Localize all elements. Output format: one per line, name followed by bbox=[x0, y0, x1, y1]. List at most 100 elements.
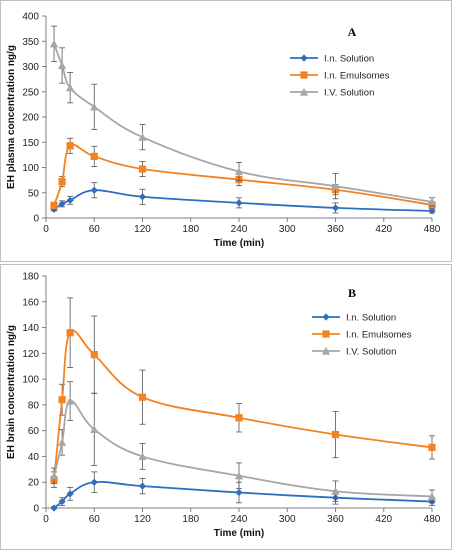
data-point bbox=[58, 200, 66, 208]
x-tick-label: 180 bbox=[182, 514, 199, 525]
data-point bbox=[428, 443, 436, 452]
y-tick-label: 300 bbox=[22, 62, 39, 73]
panel-label: A bbox=[348, 25, 357, 39]
plasma-chart: 0 60 120 180 240 300 360 420 480 0 50 100 150 200 250 3… bbox=[0, 0, 452, 262]
data-point bbox=[58, 396, 66, 404]
chart-frame bbox=[0, 0, 452, 262]
data-point bbox=[90, 351, 98, 359]
x-tick-label: 300 bbox=[279, 514, 296, 525]
data-point bbox=[57, 438, 67, 446]
x-tick-label: 420 bbox=[375, 514, 392, 525]
legend-label: I.V. Solution bbox=[324, 88, 374, 99]
chart-frame bbox=[0, 264, 452, 550]
data-point bbox=[49, 471, 59, 480]
y-axis-title: EH brain concentration ng/g bbox=[6, 325, 17, 459]
x-tick-label: 360 bbox=[327, 224, 344, 235]
data-point bbox=[66, 196, 74, 204]
data-point bbox=[138, 133, 147, 141]
data-point bbox=[138, 193, 147, 201]
y-tick-label: 120 bbox=[22, 349, 39, 360]
y-tick-label: 0 bbox=[33, 504, 39, 515]
x-tick-label: 360 bbox=[327, 514, 344, 525]
series-1 bbox=[50, 182, 436, 215]
series-line bbox=[53, 43, 433, 203]
x-tick-label: 240 bbox=[231, 224, 248, 235]
data-point bbox=[90, 102, 99, 111]
brain-chart: 0 60 120 180 240 300 360 420 480 0 20 40 60 80 100 120 1… bbox=[0, 264, 452, 550]
data-point bbox=[234, 471, 244, 480]
y-tick-label: 80 bbox=[28, 400, 40, 411]
data-point bbox=[90, 425, 99, 433]
x-tick-label: 240 bbox=[231, 514, 248, 525]
data-point bbox=[235, 488, 243, 497]
y-tick-label: 20 bbox=[28, 478, 40, 489]
y-tick-label: 150 bbox=[22, 138, 39, 149]
y-tick-label: 350 bbox=[22, 37, 39, 48]
chart-panel-a: 0 60 120 180 240 300 360 420 480 0 50 100 150 200 250 3… bbox=[0, 0, 452, 262]
x-tick-label: 480 bbox=[424, 224, 441, 235]
x-tick-label: 120 bbox=[134, 224, 151, 235]
x-tick-label: 60 bbox=[89, 224, 101, 235]
data-point bbox=[235, 199, 243, 207]
data-point bbox=[49, 39, 59, 48]
legend-entry-1: I.n. Solution bbox=[290, 54, 374, 65]
data-point bbox=[58, 178, 66, 186]
data-point bbox=[50, 201, 58, 209]
data-point bbox=[427, 197, 437, 206]
series-3 bbox=[49, 25, 437, 207]
x-axis-title: Time (min) bbox=[214, 238, 264, 249]
legend-entry-3: I.V. Solution bbox=[290, 88, 374, 99]
x-tick-label: 0 bbox=[43, 514, 49, 525]
data-point bbox=[234, 167, 244, 176]
x-tick-label: 120 bbox=[134, 514, 151, 525]
y-tick-label: 160 bbox=[22, 297, 39, 308]
data-point bbox=[322, 313, 330, 321]
series-1 bbox=[50, 471, 436, 512]
legend-entry-2: I.n. Emulsomes bbox=[290, 71, 390, 82]
x-tick-label: 60 bbox=[89, 514, 101, 525]
x-tick-label: 180 bbox=[182, 224, 199, 235]
legend-label: I.n. Solution bbox=[346, 313, 396, 324]
y-tick-label: 40 bbox=[28, 452, 40, 463]
x-tick-label: 0 bbox=[43, 224, 49, 235]
data-point bbox=[331, 182, 340, 190]
legend-entry-1: I.n. Solution bbox=[312, 313, 396, 324]
data-point bbox=[90, 186, 98, 194]
y-tick-label: 180 bbox=[22, 272, 39, 283]
y-tick-label: 100 bbox=[22, 163, 39, 174]
data-point bbox=[138, 452, 147, 461]
data-point bbox=[300, 54, 308, 62]
data-point bbox=[66, 142, 74, 150]
legend-label: I.n. Emulsomes bbox=[324, 71, 390, 82]
y-tick-label: 100 bbox=[22, 375, 39, 386]
data-point bbox=[331, 487, 340, 495]
data-point bbox=[58, 497, 66, 506]
data-point bbox=[138, 165, 147, 173]
y-tick-label: 60 bbox=[28, 426, 40, 437]
data-point bbox=[331, 430, 340, 439]
data-point bbox=[138, 393, 147, 401]
panel-label: B bbox=[348, 286, 356, 300]
series-3 bbox=[49, 381, 437, 504]
chart-panel-b: 0 60 120 180 240 300 360 420 480 0 20 40 60 80 100 120 1… bbox=[0, 264, 452, 550]
data-point bbox=[90, 152, 98, 160]
data-point bbox=[427, 492, 437, 500]
data-point bbox=[321, 346, 331, 355]
data-point bbox=[50, 504, 58, 512]
data-point bbox=[66, 329, 74, 337]
legend-entry-2: I.n. Emulsomes bbox=[312, 330, 412, 341]
data-point bbox=[331, 204, 340, 212]
y-axis-title: EH plasma concentration ng/g bbox=[6, 45, 17, 189]
data-point bbox=[66, 396, 75, 405]
legend-label: I.n. Solution bbox=[324, 54, 374, 65]
y-tick-label: 250 bbox=[22, 87, 39, 98]
series-2 bbox=[50, 297, 436, 488]
y-tick-label: 140 bbox=[22, 323, 39, 334]
series-2 bbox=[50, 137, 436, 209]
x-tick-label: 300 bbox=[279, 224, 296, 235]
x-tick-label: 480 bbox=[424, 514, 441, 525]
data-point bbox=[300, 71, 308, 79]
data-point bbox=[235, 414, 243, 422]
data-point bbox=[322, 330, 330, 338]
data-point bbox=[299, 87, 309, 96]
